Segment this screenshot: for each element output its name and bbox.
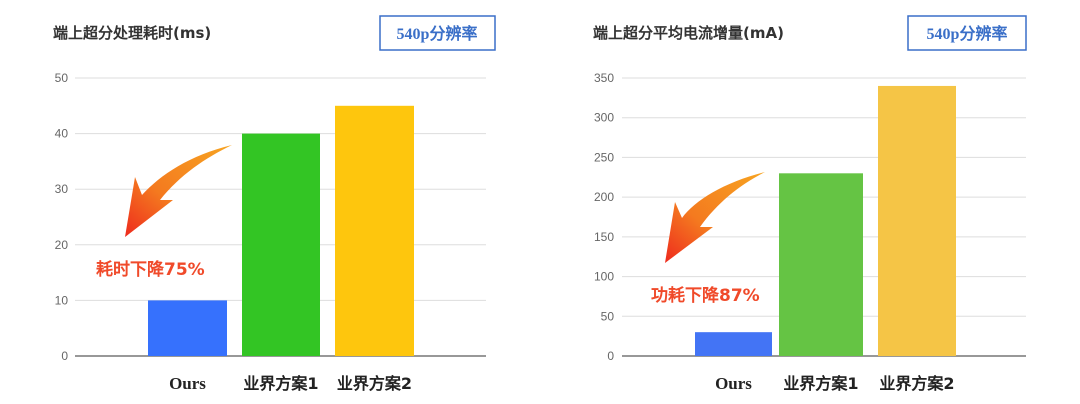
bar-ours xyxy=(695,332,772,356)
resolution-badge: 540p分辨率 xyxy=(927,24,1008,43)
chart-current-increase: 端上超分平均电流增量(mA) 540p分辨率 0 50 100 150 200 250 30… xyxy=(593,15,1027,393)
y-tick-label: 150 xyxy=(594,230,614,244)
bar-competitor-1 xyxy=(779,173,863,356)
y-tick-label: 10 xyxy=(55,293,69,307)
x-category-label: Ours xyxy=(169,374,206,393)
x-category-label: 业界方案1 xyxy=(243,374,318,393)
y-tick-label: 250 xyxy=(594,150,614,164)
chart-processing-time: 端上超分处理耗时(ms) 540p分辨率 0 10 20 30 40 50 Ours 业界方案… xyxy=(53,15,496,393)
y-tick-label: 30 xyxy=(55,182,69,196)
y-tick-label: 350 xyxy=(594,71,614,85)
decrease-arrow-icon xyxy=(125,145,232,237)
bar-competitor-2 xyxy=(335,105,414,356)
x-category-label: 业界方案2 xyxy=(879,374,954,393)
decrease-arrow-icon xyxy=(665,172,765,263)
x-category-label: 业界方案1 xyxy=(783,374,858,393)
y-tick-label: 200 xyxy=(594,190,614,204)
y-tick-label: 0 xyxy=(61,349,68,363)
bar-competitor-2 xyxy=(878,85,956,356)
x-category-label: Ours xyxy=(715,374,752,393)
x-category-label: 业界方案2 xyxy=(337,374,412,393)
y-tick-label: 40 xyxy=(55,127,69,141)
chart-title: 端上超分处理耗时(ms) xyxy=(53,24,211,42)
y-tick-label: 0 xyxy=(607,349,614,363)
resolution-badge-box xyxy=(379,15,496,51)
bar-competitor-1 xyxy=(242,133,320,356)
y-tick-label: 20 xyxy=(55,238,69,252)
y-tick-label: 50 xyxy=(601,309,615,323)
y-tick-label: 100 xyxy=(594,270,614,284)
annotation-text: 耗时下降75% xyxy=(96,259,205,280)
resolution-badge: 540p分辨率 xyxy=(397,24,478,43)
chart-title: 端上超分平均电流增量(mA) xyxy=(593,24,784,42)
annotation-text: 功耗下降87% xyxy=(651,285,760,306)
y-tick-label: 50 xyxy=(55,71,69,85)
bar-ours xyxy=(148,300,227,356)
y-tick-label: 300 xyxy=(594,111,614,125)
resolution-badge-box xyxy=(907,15,1027,51)
